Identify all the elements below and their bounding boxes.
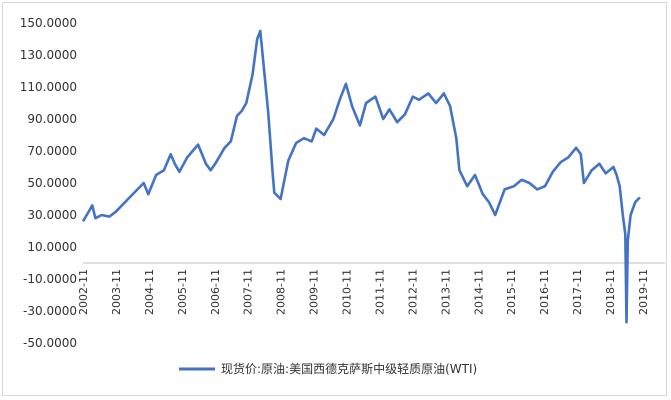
x-tick-label: 2006-11 xyxy=(209,269,222,315)
x-axis: 2002-11 2003-11 2004-11 2005-11 2006-11 2007-… xyxy=(77,262,665,315)
y-tick-label: 10.0000 xyxy=(27,240,77,254)
x-tick-label: 2009-11 xyxy=(308,269,321,315)
x-tick-label: 2007-11 xyxy=(242,269,255,315)
x-tick-label: 2017-11 xyxy=(571,269,584,315)
y-tick-label: 70.0000 xyxy=(27,144,77,158)
x-tick-label: 2011-11 xyxy=(373,269,386,315)
x-tick-label: 2019-11 xyxy=(637,269,650,315)
x-tick-label: 2013-11 xyxy=(439,269,452,315)
x-tick-label: 2015-11 xyxy=(505,269,518,315)
x-tick-label: 2012-11 xyxy=(406,269,419,315)
y-tick-label: 50.0000 xyxy=(27,176,77,190)
legend: 现货价:原油:美国西德克萨斯中级轻质原油(WTI) xyxy=(179,361,477,376)
y-tick-label: -50.0000 xyxy=(23,336,77,350)
chart-frame: 150.0000 130.0000 110.0000 90.0000 70.0000 50… xyxy=(2,2,667,396)
x-tick-label: 2008-11 xyxy=(275,269,288,315)
y-tick-label: 130.0000 xyxy=(20,48,77,62)
y-tick-label: 150.0000 xyxy=(20,16,77,30)
x-tick-label: 2018-11 xyxy=(604,269,617,315)
y-tick-label: -30.0000 xyxy=(23,304,77,318)
x-tick-label: 2014-11 xyxy=(472,269,485,315)
x-tick-label: 2004-11 xyxy=(143,269,156,315)
series-line-wti xyxy=(81,29,641,324)
y-tick-label: -10.0000 xyxy=(23,272,77,286)
x-tick-label: 2005-11 xyxy=(176,269,189,315)
y-tick-label: 30.0000 xyxy=(27,208,77,222)
x-tick-label: 2003-11 xyxy=(110,269,123,315)
x-tick-label: 2016-11 xyxy=(538,269,551,315)
x-tick-label: 2002-11 xyxy=(77,269,90,315)
legend-label: 现货价:原油:美国西德克萨斯中级轻质原油(WTI) xyxy=(221,361,477,376)
y-axis: 150.0000 130.0000 110.0000 90.0000 70.0000 50… xyxy=(20,16,77,350)
series-layer xyxy=(81,29,641,324)
x-tick-label: 2010-11 xyxy=(341,269,354,315)
y-tick-label: 90.0000 xyxy=(27,112,77,126)
y-tick-label: 110.0000 xyxy=(20,80,77,94)
line-chart: 150.0000 130.0000 110.0000 90.0000 70.0000 50… xyxy=(20,16,665,376)
